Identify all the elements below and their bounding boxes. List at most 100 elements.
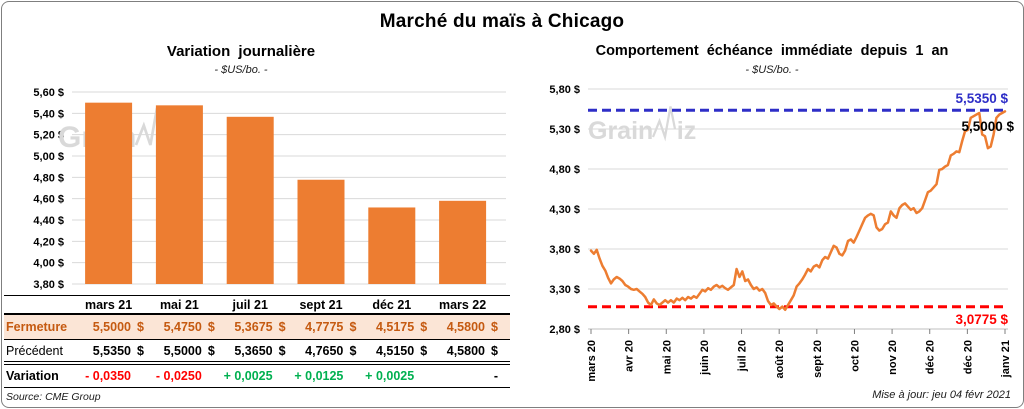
cell-value: 4,5800 bbox=[446, 320, 485, 334]
cell-currency: $ bbox=[420, 320, 428, 334]
table-cell: 4,5175 $ bbox=[356, 315, 427, 339]
x-axis-tick-label: mai 20 bbox=[661, 340, 673, 374]
cell-value: 4,7650 bbox=[305, 343, 344, 358]
table-cell: 5,5000 $ bbox=[73, 315, 144, 339]
column-header: mars 22 bbox=[438, 297, 487, 312]
column-header: sept 21 bbox=[299, 297, 343, 312]
cell-value: 5,5000 bbox=[163, 343, 202, 358]
y-axis-tick-label: 3,30 $ bbox=[549, 284, 580, 296]
price-series-line bbox=[589, 110, 1007, 312]
table-cell: - bbox=[427, 365, 498, 387]
y-axis-tick-label: 4,40 $ bbox=[33, 215, 64, 227]
page-title: Marché du maïs à Chicago bbox=[379, 11, 625, 32]
x-axis-tick-label: oct 20 bbox=[849, 340, 861, 372]
table-cell: 4,7650 $ bbox=[286, 340, 357, 361]
table-cell: 4,5800 $ bbox=[427, 340, 498, 361]
cell-value: 4,5800 bbox=[446, 343, 485, 358]
table-cell: 5,4750 $ bbox=[144, 315, 215, 339]
x-axis-tick-label: mars 20 bbox=[586, 340, 598, 382]
cell-currency: $ bbox=[349, 320, 357, 334]
bar-sept 21 bbox=[297, 179, 345, 284]
cell-currency: $ bbox=[137, 320, 144, 334]
cell-value: 5,5350 bbox=[92, 343, 131, 358]
bar-juil 21 bbox=[226, 116, 274, 284]
bar-déc 21 bbox=[368, 207, 416, 284]
x-axis-tick-label: avr 20 bbox=[624, 340, 636, 372]
y-axis-tick-label: 4,60 $ bbox=[33, 194, 64, 206]
y-axis-tick-label: 4,20 $ bbox=[33, 236, 64, 248]
y-axis-tick-label: 2,80 $ bbox=[549, 324, 580, 336]
cell-value: 4,7775 bbox=[305, 320, 344, 334]
table-cell: 4,5800 $ bbox=[427, 315, 498, 339]
cell-value: + 0,0025 bbox=[365, 369, 415, 383]
x-axis-tick-label: déc 20 bbox=[962, 340, 974, 374]
y-axis-tick-label: 5,00 $ bbox=[33, 151, 64, 163]
y-axis-tick-label: 5,30 $ bbox=[549, 124, 580, 136]
x-axis-tick-label: nov 20 bbox=[887, 340, 899, 375]
row-label: Précédent bbox=[6, 343, 63, 358]
x-axis-tick-label: déc 20 bbox=[925, 340, 937, 374]
table-cell: 5,3675 $ bbox=[215, 315, 286, 339]
row-label: Fermeture bbox=[6, 320, 68, 334]
cell-value: 5,5000 bbox=[92, 320, 131, 334]
y-axis-tick-label: 4,00 $ bbox=[33, 258, 64, 270]
watermark-zigzag-icon bbox=[651, 106, 677, 142]
table-cell: + 0,0125 bbox=[286, 365, 357, 387]
cell-currency: $ bbox=[137, 343, 144, 358]
table-cell: 5,5000 $ bbox=[144, 340, 215, 361]
table-cell: 5,5350 $ bbox=[73, 340, 144, 361]
table-cell: + 0,0025 bbox=[356, 365, 427, 387]
cell-value: 5,3650 bbox=[234, 343, 273, 358]
watermark-text: Grain bbox=[588, 117, 653, 145]
cell-value: 5,4750 bbox=[163, 320, 202, 334]
cell-value: - 0,0350 bbox=[85, 369, 131, 383]
x-axis-tick-label: sept 20 bbox=[812, 340, 824, 378]
y-axis-tick-label: 3,80 $ bbox=[33, 279, 64, 291]
column-header: déc 21 bbox=[372, 297, 412, 312]
cell-currency: $ bbox=[420, 343, 428, 358]
row-label: Variation bbox=[6, 369, 59, 383]
y-axis-tick-label: 4,30 $ bbox=[549, 204, 580, 216]
watermark-text: iz bbox=[677, 117, 696, 145]
cell-currency: $ bbox=[278, 343, 286, 358]
bar-mai 21 bbox=[155, 105, 203, 284]
front-month-price-line-chart: 5,80 $ 5,30 $ 4,80 $ 4,30 $ 3,80 $ 3,30 $ 2,80… bbox=[549, 84, 1014, 382]
right-chart-title: Comportement échéance immédiate depuis 1… bbox=[595, 43, 949, 59]
left-chart-title: Variation journalière bbox=[166, 43, 316, 60]
table-row-fermeture: Fermeture 5,5000 $5,4750 $5,3675 $4,7775 $4,5… bbox=[4, 315, 510, 340]
table-cell: 5,3650 $ bbox=[215, 340, 286, 361]
high-reference-label: 5,5350 $ bbox=[955, 91, 1008, 106]
x-axis-tick-label: juil 20 bbox=[737, 340, 749, 372]
column-header: mai 21 bbox=[159, 297, 199, 312]
cell-currency: $ bbox=[491, 320, 498, 334]
cell-currency: $ bbox=[491, 343, 498, 358]
table-cell: - 0,0350 bbox=[73, 365, 144, 387]
cell-value: + 0,0025 bbox=[223, 369, 273, 383]
source-note: Source: CME Group bbox=[6, 391, 101, 403]
table-cell: 4,7775 $ bbox=[286, 315, 357, 339]
bar-mars 22 bbox=[439, 200, 487, 284]
cell-currency: $ bbox=[278, 320, 286, 334]
left-chart-subtitle: - $US/bo. - bbox=[214, 64, 268, 76]
cell-value: 5,3675 bbox=[234, 320, 273, 334]
cell-value: 4,5175 bbox=[375, 320, 415, 334]
cell-value: + 0,0125 bbox=[294, 369, 344, 383]
y-axis-tick-label: 5,80 $ bbox=[549, 84, 580, 96]
column-header: juil 21 bbox=[232, 297, 268, 312]
cell-currency: $ bbox=[349, 343, 357, 358]
daily-variation-bar-chart: 3,80 $ 4,00 $ 4,20 $ 4,40 $ 4,60 $ 4,80 $ 5,00… bbox=[33, 87, 506, 291]
last-price-label: 5,5000 $ bbox=[961, 119, 1014, 134]
y-axis-tick-label: 4,80 $ bbox=[549, 164, 580, 176]
x-axis-tick-label: juin 20 bbox=[699, 340, 711, 376]
table-cell: + 0,0025 bbox=[215, 365, 286, 387]
x-axis-tick-label: janv 21 bbox=[1000, 340, 1012, 378]
y-axis-tick-label: 5,40 $ bbox=[33, 108, 64, 120]
x-axis-tick-label: août 20 bbox=[774, 340, 786, 379]
cell-value: - 0,0250 bbox=[155, 369, 202, 383]
cell-currency: $ bbox=[207, 320, 215, 334]
table-header-row: mars 21 mai 21 juil 21 sept 21 déc 21 mars 22 bbox=[4, 295, 510, 315]
table-row-précédent: Précédent 5,5350 $5,5000 $5,3650 $4,7650 $4,5… bbox=[4, 340, 510, 361]
double-rule bbox=[4, 361, 510, 365]
updated-note: Mise à jour: jeu 04 févr 2021 bbox=[872, 389, 1011, 401]
